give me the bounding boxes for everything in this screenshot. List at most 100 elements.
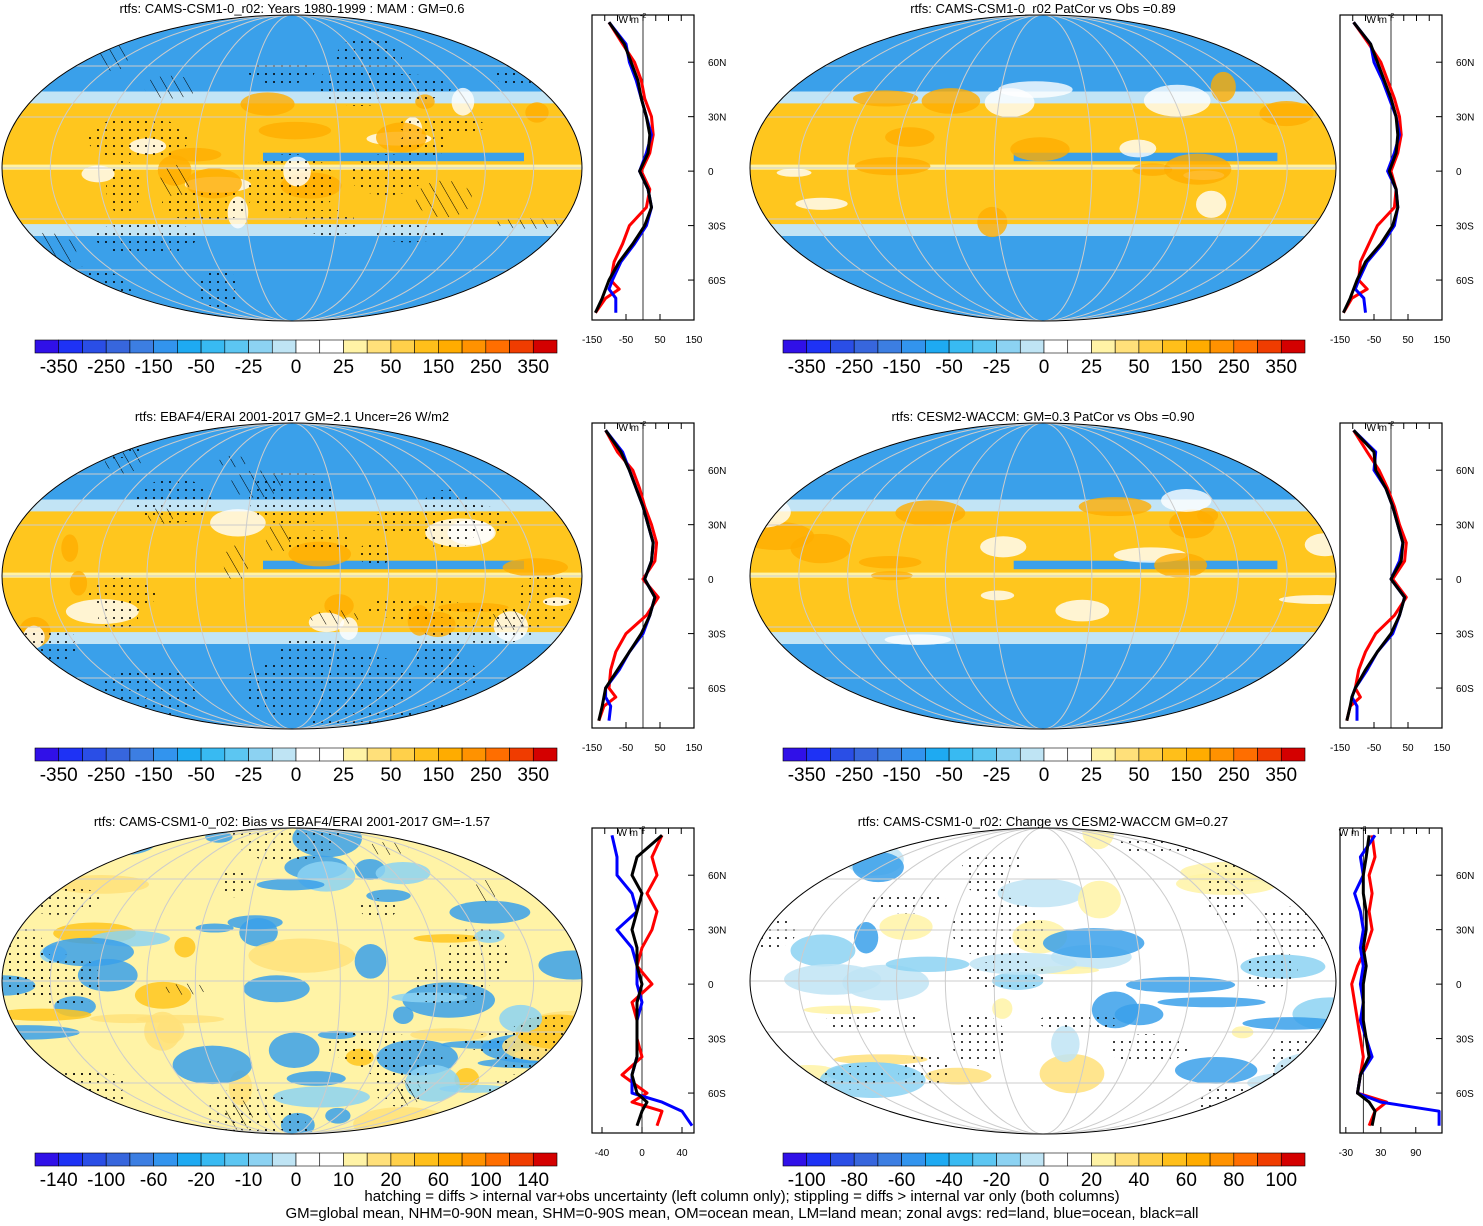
stipple (486, 1073, 576, 1106)
hatching (6, 1089, 69, 1116)
map-field (2, 1094, 74, 1124)
stipple (411, 963, 489, 1007)
colorbar-label: -250 (835, 357, 873, 378)
stipple (218, 869, 251, 898)
colorbar-label: 0 (291, 357, 302, 378)
map-border (749, 14, 1337, 322)
colorbar-label: 0 (1039, 765, 1050, 786)
colorbar-box (366, 747, 392, 762)
x-tick-label: 0 (639, 1148, 645, 1159)
colorbar-box (532, 747, 558, 762)
colorbar-box (177, 339, 202, 354)
footer-line: hatching = diffs > internal var+obs unce… (364, 1188, 1119, 1205)
stipple (199, 268, 239, 309)
map-field (858, 555, 922, 569)
hatching (473, 880, 497, 902)
map-field (454, 1067, 480, 1091)
panel: rtfs: EBAF4/ERAI 2001-2017 GM=2.1 Uncer=… (1, 409, 726, 786)
x-tick-label: -150 (1330, 335, 1350, 346)
stipple (396, 117, 487, 135)
x-tick-label: -150 (1330, 743, 1350, 754)
hatching (495, 217, 564, 229)
colorbar-box (343, 747, 368, 762)
panel-title: rtfs: CESM2-WACCM: GM=0.3 PatCor vs Obs … (892, 409, 1195, 424)
panel: rtfs: CAMS-CSM1-0_r02: Years 1980-1999 :… (1, 1, 726, 378)
colorbar-label: -20 (187, 1170, 214, 1191)
map-field (69, 570, 88, 596)
stipple (244, 153, 337, 218)
colorbar-label: -50 (187, 357, 214, 378)
colorbar-label: 100 (470, 1170, 502, 1191)
colorbar-label: -50 (935, 357, 962, 378)
colorbar-label: 250 (470, 765, 502, 786)
colorbar-box (925, 747, 950, 762)
colorbar-label: 20 (1081, 1170, 1102, 1191)
colorbar-box (177, 1152, 202, 1167)
x-tick-label: -50 (619, 335, 634, 346)
map-field (997, 878, 1085, 908)
stipple (2, 263, 45, 321)
x-tick-label: -50 (1367, 335, 1382, 346)
unit-superscript: -2 (640, 421, 646, 428)
zonal-line (1342, 21, 1403, 314)
x-tick-label: 150 (686, 743, 703, 754)
colorbar-box (806, 747, 831, 762)
x-tick-label: 150 (1434, 335, 1451, 346)
stipple (360, 898, 397, 920)
y-tick-label: 30N (1456, 926, 1474, 937)
colorbar-box (1257, 1152, 1282, 1167)
hatching (489, 609, 530, 631)
colorbar-label: 10 (333, 1170, 354, 1191)
y-tick-label: 0 (708, 575, 714, 586)
colorbar-box (200, 1152, 226, 1167)
panel: rtfs: CAMS-CSM1-0_r02 PatCor vs Obs =0.8… (749, 1, 1474, 378)
colorbar-box (996, 339, 1021, 354)
colorbar-label: -250 (87, 357, 125, 378)
y-tick-label: 30S (1456, 1035, 1474, 1046)
map-field (1051, 1025, 1080, 1063)
hatching (265, 523, 291, 553)
colorbar-label: 350 (1265, 765, 1297, 786)
stipple (95, 219, 197, 256)
y-tick-label: 30S (708, 222, 726, 233)
colorbar-label: -150 (135, 765, 173, 786)
zonal-line (594, 21, 655, 314)
colorbar-box (830, 1152, 855, 1167)
y-tick-label: 30N (708, 926, 726, 937)
stipple (1306, 886, 1336, 906)
colorbar-box (509, 1152, 534, 1167)
unit-label: W m (1366, 423, 1387, 434)
colorbar-box (1091, 747, 1116, 762)
colorbar-box (1186, 339, 1211, 354)
colorbar-box (343, 339, 368, 354)
colorbar-box (782, 339, 808, 354)
colorbar-box (177, 747, 202, 762)
colorbar-label: 40 (1128, 1170, 1149, 1191)
unit-label: W m (1366, 15, 1387, 26)
colorbar-label: 25 (1081, 357, 1102, 378)
stipple (278, 635, 350, 671)
colorbar-box (1091, 339, 1116, 354)
map-field (1278, 595, 1336, 604)
panel-title: rtfs: EBAF4/ERAI 2001-2017 GM=2.1 Uncer=… (135, 409, 449, 424)
hatching (26, 15, 77, 38)
map-field (502, 558, 568, 577)
unit-superscript: -2 (1388, 421, 1394, 428)
map-field (2, 1092, 35, 1120)
colorbar-box (830, 339, 855, 354)
stipple (358, 541, 392, 567)
colorbar-box (461, 339, 487, 354)
zonal-frame (1339, 827, 1443, 1134)
zonal-line (1356, 835, 1377, 1126)
y-tick-label: 60S (1456, 1089, 1474, 1100)
colorbar-box (1114, 747, 1140, 762)
stipple (373, 224, 444, 243)
unit-superscript: -2 (1388, 13, 1394, 20)
colorbar-box (972, 1152, 997, 1167)
map-field (1223, 828, 1312, 851)
colorbar-box (1138, 339, 1163, 354)
stipple (446, 662, 481, 691)
map-field (239, 918, 278, 947)
colorbar-box (1209, 747, 1235, 762)
map-field (776, 168, 812, 177)
